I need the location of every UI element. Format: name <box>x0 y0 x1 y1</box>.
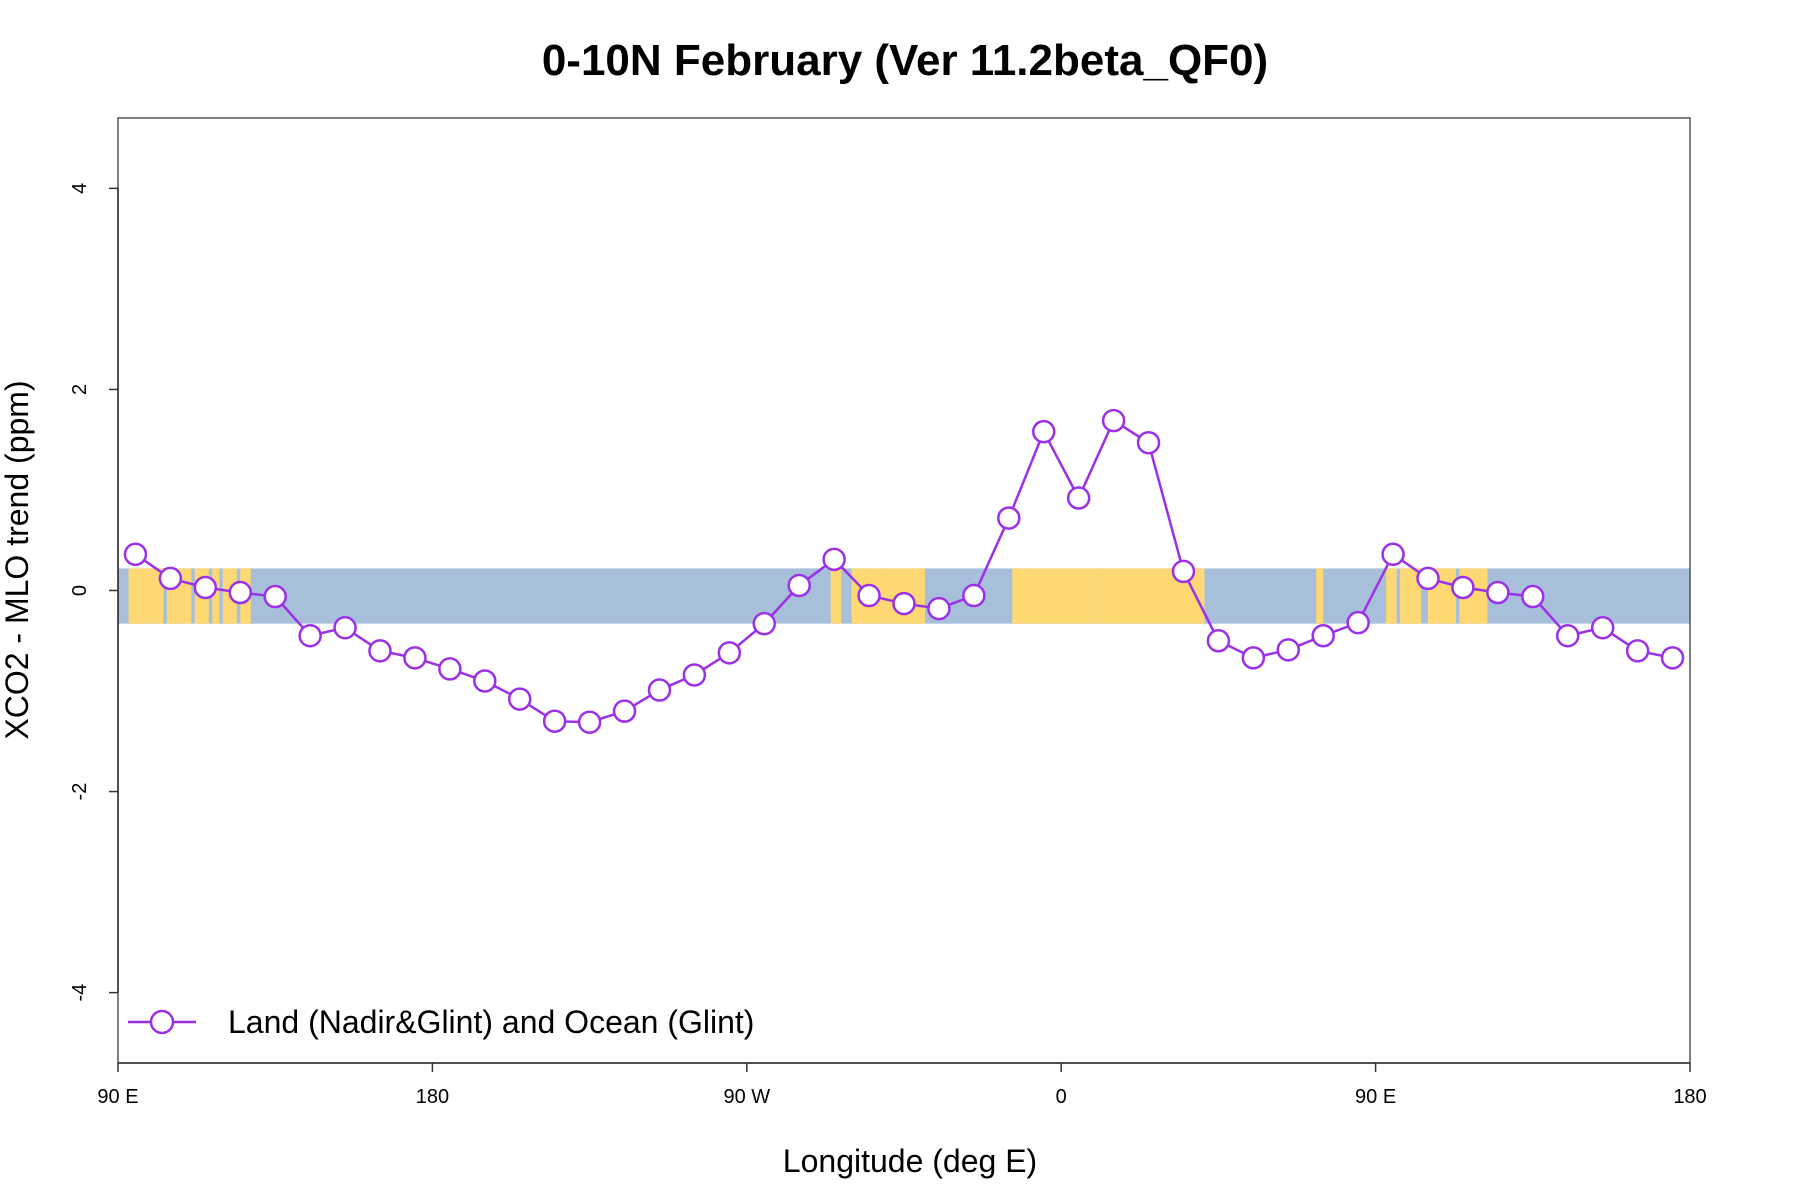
land-patch <box>1473 568 1488 624</box>
x-axis: 90 E 180 90 W 0 90 E 180 <box>97 1062 1707 1108</box>
data-point <box>1066 486 1091 510</box>
data-point <box>507 687 532 711</box>
x-tick-label: 0 <box>1056 1086 1067 1108</box>
legend: Land (Nadir&Glint) and Ocean (Glint) <box>128 1004 754 1040</box>
x-tick-label: 90 E <box>1355 1086 1396 1108</box>
data-point <box>717 641 742 665</box>
data-point <box>1136 430 1161 455</box>
chart-title: 0-10N February (Ver 11.2beta_QF0) <box>542 36 1268 85</box>
data-point <box>647 678 672 702</box>
data-point <box>682 663 707 687</box>
legend-entry: Land (Nadir&Glint) and Ocean (Glint) <box>228 1004 754 1040</box>
data-point <box>1171 559 1196 584</box>
data-point <box>1101 408 1126 433</box>
land-patch <box>1414 568 1422 624</box>
x-tick-label: 90 E <box>97 1086 138 1108</box>
x-tick-label: 180 <box>1673 1086 1706 1108</box>
data-point <box>263 584 287 609</box>
data-point <box>577 710 602 734</box>
data-point <box>1206 629 1231 653</box>
y-tick-label: 2 <box>69 384 91 395</box>
data-point <box>1416 566 1440 591</box>
land-patch <box>1445 568 1456 624</box>
data-point <box>822 547 846 572</box>
data-point <box>1276 638 1301 662</box>
y-axis: 4 2 0 -2 -4 <box>69 183 119 1002</box>
y-tick-label: -2 <box>69 783 91 801</box>
data-point <box>1031 419 1056 444</box>
data-point <box>1625 639 1650 663</box>
data-point <box>1590 615 1615 640</box>
land-patch <box>128 568 139 624</box>
x-tick-label: 180 <box>416 1086 449 1108</box>
data-point <box>1346 610 1370 635</box>
data-point <box>403 646 427 670</box>
data-point <box>752 611 777 636</box>
series-layer <box>123 408 1685 734</box>
data-point <box>1311 623 1335 648</box>
data-point <box>473 669 497 693</box>
data-point <box>368 639 392 663</box>
data-point <box>1521 584 1545 609</box>
data-point <box>333 615 357 640</box>
land-patch <box>1012 568 1097 624</box>
data-point <box>927 596 951 621</box>
land-patch <box>184 568 192 624</box>
data-point <box>193 575 218 600</box>
y-tick-label: -4 <box>69 984 91 1002</box>
data-point <box>123 542 148 567</box>
x-tick-label: 90 W <box>723 1086 770 1108</box>
data-point <box>962 583 986 608</box>
data-point <box>542 709 567 733</box>
land-patch <box>152 568 164 624</box>
land-patch <box>1386 568 1397 624</box>
data-point <box>1381 542 1405 567</box>
data-point <box>228 580 253 605</box>
land-patch <box>138 568 153 624</box>
y-tick-label: 0 <box>69 585 91 596</box>
data-point <box>857 583 881 608</box>
land-patch <box>1400 568 1415 624</box>
data-point <box>298 623 322 648</box>
data-point <box>892 591 916 616</box>
data-point <box>1451 575 1475 600</box>
land-patch <box>1316 568 1324 624</box>
y-tick-label: 4 <box>69 183 91 194</box>
data-point <box>1486 580 1510 605</box>
data-point <box>158 566 183 591</box>
data-point <box>997 506 1021 530</box>
data-point <box>612 699 637 723</box>
legend-marker <box>149 1009 175 1035</box>
land-patch <box>830 568 842 624</box>
y-axis-label: XCO2 - MLO trend (ppm) <box>0 380 35 739</box>
data-point <box>438 657 462 681</box>
data-point <box>1241 646 1266 670</box>
land-patch <box>212 568 220 624</box>
data-point <box>787 573 811 598</box>
data-point <box>1660 646 1685 670</box>
x-axis-label: Longitude (deg E) <box>783 1143 1037 1179</box>
data-point <box>1555 623 1580 648</box>
